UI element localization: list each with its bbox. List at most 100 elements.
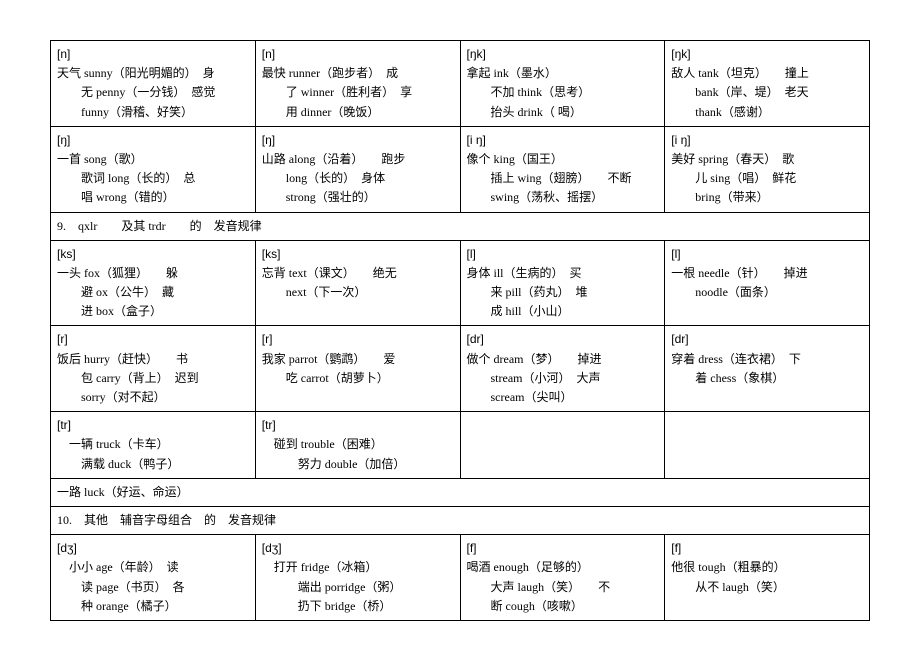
cell-line: 从不 laugh（笑） — [671, 578, 863, 597]
cell-line: 我家 parrot（鹦鹉） 爱 — [262, 350, 454, 369]
cell-line: 抬头 drink（ 喝） — [467, 103, 659, 122]
cell-line: 避 ox（公牛） 藏 — [57, 283, 249, 302]
table-cell: [ŋ]山路 along（沿着） 跑步long（长的） 身体strong（强壮的） — [255, 126, 460, 212]
table-cell — [460, 412, 665, 479]
ipa-label: [ŋk] — [467, 45, 659, 64]
cell-line: bring（带来） — [671, 188, 863, 207]
cell-line: 满载 duck（鸭子） — [57, 455, 249, 474]
cell-line: 无 penny（一分钱） 感觉 — [57, 83, 249, 102]
cell-line: 敌人 tank（坦克） 撞上 — [671, 64, 863, 83]
cell-line: 不加 think（思考） — [467, 83, 659, 102]
ipa-label: [r] — [262, 330, 454, 349]
table-cell: [ks]忘背 text（课文） 绝无next（下一次） — [255, 240, 460, 326]
table-cell: [n]天气 sunny（阳光明媚的） 身无 penny（一分钱） 感觉funny… — [51, 41, 256, 127]
cell-line: 饭后 hurry（赶快） 书 — [57, 350, 249, 369]
table-row: 一路 luck（好运、命运） — [51, 478, 870, 506]
cell-line: 忘背 text（课文） 绝无 — [262, 264, 454, 283]
ipa-label: [ŋ] — [262, 131, 454, 150]
cell-line: 一头 fox（狐狸） 躲 — [57, 264, 249, 283]
table-cell: [f]喝酒 enough（足够的）大声 laugh（笑） 不断 cough（咳嗽… — [460, 535, 665, 621]
table-row: 10. 其他 辅音字母组合 的 发音规律 — [51, 506, 870, 534]
cell-line: sorry（对不起） — [57, 388, 249, 407]
section-header: 一路 luck（好运、命运） — [51, 478, 870, 506]
table-cell: [tr] 一辆 truck（卡车）满载 duck（鸭子） — [51, 412, 256, 479]
table-row: [ŋ]一首 song（歌）歌词 long（长的） 总唱 wrong（错的）[ŋ]… — [51, 126, 870, 212]
cell-line: 像个 king（国王） — [467, 150, 659, 169]
table-cell: [ks]一头 fox（狐狸） 躲避 ox（公牛） 藏进 box（盒子） — [51, 240, 256, 326]
cell-line: scream（尖叫） — [467, 388, 659, 407]
table-row: [r]饭后 hurry（赶快） 书包 carry（背上） 迟到sorry（对不起… — [51, 326, 870, 412]
ipa-label: [f] — [467, 539, 659, 558]
ipa-label: [tr] — [57, 416, 249, 435]
table-cell: [ŋk]拿起 ink（墨水）不加 think（思考）抬头 drink（ 喝） — [460, 41, 665, 127]
cell-line: 插上 wing（翅膀） 不断 — [467, 169, 659, 188]
cell-line: 端出 porridge（粥） — [262, 578, 454, 597]
cell-line: 读 page（书页） 各 — [57, 578, 249, 597]
cell-line: 唱 wrong（错的） — [57, 188, 249, 207]
table-cell: [ŋk]敌人 tank（坦克） 撞上bank（岸、堤） 老天thank（感谢） — [665, 41, 870, 127]
cell-line: 一首 song（歌） — [57, 150, 249, 169]
cell-line: thank（感谢） — [671, 103, 863, 122]
cell-line: 进 box（盒子） — [57, 302, 249, 321]
cell-line: 他很 tough（粗暴的） — [671, 558, 863, 577]
table-cell: [i ŋ]美好 spring（春天） 歌儿 sing（唱） 鲜花bring（带来… — [665, 126, 870, 212]
ipa-label: [i ŋ] — [671, 131, 863, 150]
table-cell: [dr]穿着 dress（连衣裙） 下着 chess（象棋） — [665, 326, 870, 412]
ipa-label: [ŋ] — [57, 131, 249, 150]
table-row: [ks]一头 fox（狐狸） 躲避 ox（公牛） 藏进 box（盒子）[ks]忘… — [51, 240, 870, 326]
cell-line: 断 cough（咳嗽） — [467, 597, 659, 616]
table-row: 9. qxlr 及其 trdr 的 发音规律 — [51, 212, 870, 240]
cell-line: long（长的） 身体 — [262, 169, 454, 188]
table-cell: [f]他很 tough（粗暴的）从不 laugh（笑） — [665, 535, 870, 621]
pronunciation-table: [n]天气 sunny（阳光明媚的） 身无 penny（一分钱） 感觉funny… — [50, 40, 870, 621]
table-cell: [ŋ]一首 song（歌）歌词 long（长的） 总唱 wrong（错的） — [51, 126, 256, 212]
ipa-label: [n] — [262, 45, 454, 64]
cell-line: 歌词 long（长的） 总 — [57, 169, 249, 188]
cell-line: strong（强壮的） — [262, 188, 454, 207]
ipa-label: [l] — [467, 245, 659, 264]
cell-line: 成 hill（小山） — [467, 302, 659, 321]
cell-line: 天气 sunny（阳光明媚的） 身 — [57, 64, 249, 83]
ipa-label: [dr] — [467, 330, 659, 349]
cell-line: 着 chess（象棋） — [671, 369, 863, 388]
ipa-label: [i ŋ] — [467, 131, 659, 150]
table-row: [dʒ] 小小 age（年龄） 读读 page（书页） 各种 orange（橘子… — [51, 535, 870, 621]
cell-line: 大声 laugh（笑） 不 — [467, 578, 659, 597]
cell-line: 儿 sing（唱） 鲜花 — [671, 169, 863, 188]
cell-line: 种 orange（橘子） — [57, 597, 249, 616]
ipa-label: [n] — [57, 45, 249, 64]
ipa-label: [ks] — [57, 245, 249, 264]
cell-line: noodle（面条） — [671, 283, 863, 302]
table-cell: [dʒ] 小小 age（年龄） 读读 page（书页） 各种 orange（橘子… — [51, 535, 256, 621]
cell-line: next（下一次） — [262, 283, 454, 302]
cell-line: 穿着 dress（连衣裙） 下 — [671, 350, 863, 369]
ipa-label: [f] — [671, 539, 863, 558]
table-cell: [tr] 碰到 trouble（困难） 努力 double（加倍） — [255, 412, 460, 479]
cell-line: swing（荡秋、摇摆） — [467, 188, 659, 207]
table-cell — [665, 412, 870, 479]
ipa-label: [dʒ] — [262, 539, 454, 558]
table-cell: [l]身体 ill（生病的） 买来 pill（药丸） 堆成 hill（小山） — [460, 240, 665, 326]
table-cell: [r]我家 parrot（鹦鹉） 爱吃 carrot（胡萝卜） — [255, 326, 460, 412]
table-cell: [l]一根 needle（针） 掉进noodle（面条） — [665, 240, 870, 326]
cell-line: 了 winner（胜利者） 享 — [262, 83, 454, 102]
section-header: 9. qxlr 及其 trdr 的 发音规律 — [51, 212, 870, 240]
ipa-label: [tr] — [262, 416, 454, 435]
cell-line: 小小 age（年龄） 读 — [57, 558, 249, 577]
cell-line: 一辆 truck（卡车） — [57, 435, 249, 454]
cell-line: 包 carry（背上） 迟到 — [57, 369, 249, 388]
table-cell: [n]最快 runner（跑步者） 成了 winner（胜利者） 享用 dinn… — [255, 41, 460, 127]
cell-line: 拿起 ink（墨水） — [467, 64, 659, 83]
cell-line: 来 pill（药丸） 堆 — [467, 283, 659, 302]
ipa-label: [l] — [671, 245, 863, 264]
cell-line: 喝酒 enough（足够的） — [467, 558, 659, 577]
cell-line: bank（岸、堤） 老天 — [671, 83, 863, 102]
cell-line: 一根 needle（针） 掉进 — [671, 264, 863, 283]
cell-line: 最快 runner（跑步者） 成 — [262, 64, 454, 83]
cell-line: 身体 ill（生病的） 买 — [467, 264, 659, 283]
cell-line: 碰到 trouble（困难） — [262, 435, 454, 454]
ipa-label: [r] — [57, 330, 249, 349]
cell-line: 山路 along（沿着） 跑步 — [262, 150, 454, 169]
cell-line: 用 dinner（晚饭） — [262, 103, 454, 122]
cell-line: funny（滑稽、好笑） — [57, 103, 249, 122]
